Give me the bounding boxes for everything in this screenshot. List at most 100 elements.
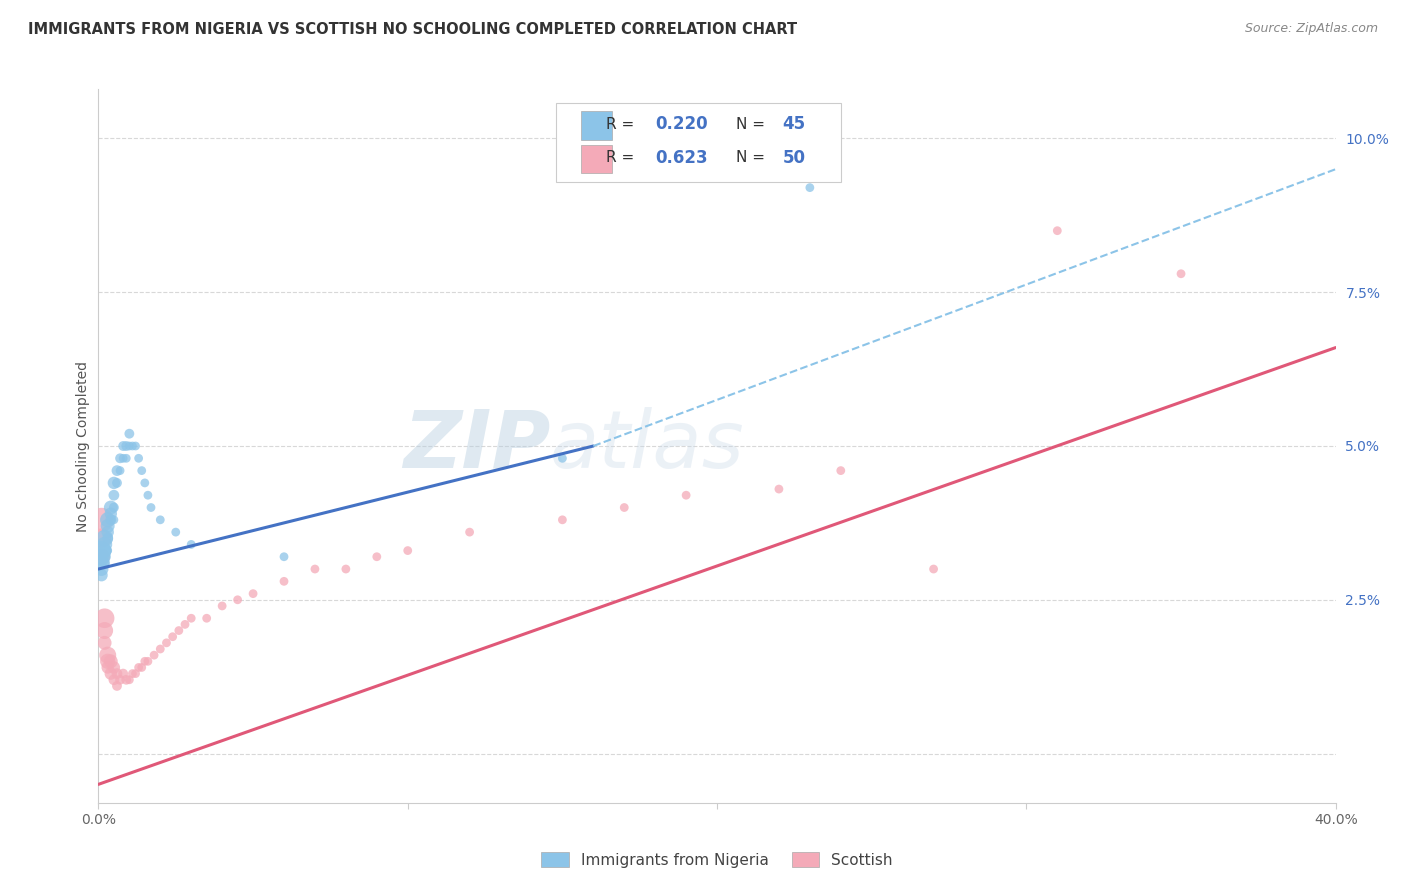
Point: [103, 475, 125, 490]
Point: [103, 513, 125, 527]
Point: [90, 543, 112, 558]
FancyBboxPatch shape: [557, 103, 841, 182]
Point: [93, 624, 115, 638]
Point: [118, 439, 141, 453]
Point: [134, 654, 156, 668]
Point: [675, 488, 697, 502]
Point: [124, 666, 146, 681]
Point: [115, 439, 138, 453]
Point: [108, 673, 131, 687]
Point: [273, 549, 295, 564]
Point: [97, 519, 120, 533]
Point: [112, 666, 135, 681]
Text: N =: N =: [735, 150, 769, 165]
Point: [100, 666, 122, 681]
Point: [134, 475, 156, 490]
Point: [768, 482, 790, 496]
Text: R =: R =: [606, 117, 638, 132]
Point: [242, 587, 264, 601]
Point: [551, 513, 574, 527]
Point: [118, 426, 141, 441]
Point: [211, 599, 233, 613]
Point: [90, 513, 112, 527]
Point: [143, 648, 166, 662]
Point: [115, 451, 138, 466]
Point: [100, 507, 122, 521]
Point: [458, 525, 481, 540]
Point: [131, 464, 153, 478]
Point: [103, 673, 125, 687]
Point: [396, 543, 419, 558]
Point: [90, 549, 112, 564]
Point: [115, 673, 138, 687]
Point: [304, 562, 326, 576]
Point: [174, 617, 197, 632]
Point: [149, 642, 172, 657]
Point: [335, 562, 357, 576]
Point: [97, 654, 120, 668]
Point: [167, 624, 190, 638]
Point: [180, 537, 202, 551]
Point: [149, 513, 172, 527]
Point: [90, 556, 112, 570]
Point: [551, 451, 574, 466]
Point: [93, 531, 115, 545]
Point: [105, 666, 128, 681]
Point: [97, 525, 120, 540]
Point: [799, 180, 821, 194]
Bar: [581, 145, 612, 173]
Point: [100, 513, 122, 527]
Point: [93, 556, 115, 570]
Point: [97, 543, 120, 558]
Point: [93, 543, 115, 558]
Point: [97, 531, 120, 545]
Point: [139, 500, 162, 515]
Point: [93, 537, 115, 551]
Point: [162, 630, 184, 644]
Point: [100, 654, 122, 668]
Point: [108, 464, 131, 478]
Point: [121, 439, 143, 453]
Point: [90, 531, 112, 545]
Point: [830, 464, 852, 478]
Point: [112, 439, 135, 453]
Point: [128, 660, 150, 674]
Point: [136, 654, 159, 668]
Point: [128, 451, 150, 466]
Point: [273, 574, 295, 589]
Point: [165, 525, 187, 540]
Point: [105, 679, 128, 693]
Point: [1046, 224, 1069, 238]
Point: [90, 549, 112, 564]
Text: N =: N =: [735, 117, 769, 132]
Point: [97, 660, 120, 674]
Point: [155, 636, 177, 650]
Point: [366, 549, 388, 564]
Point: [105, 464, 128, 478]
Point: [136, 488, 159, 502]
Point: [108, 451, 131, 466]
Point: [93, 636, 115, 650]
Text: R =: R =: [606, 150, 638, 165]
Point: [124, 439, 146, 453]
Text: ZIP: ZIP: [402, 407, 550, 485]
Legend: Immigrants from Nigeria, Scottish: Immigrants from Nigeria, Scottish: [536, 846, 898, 873]
Point: [100, 500, 122, 515]
Text: atlas: atlas: [550, 407, 745, 485]
Point: [1170, 267, 1192, 281]
Point: [103, 500, 125, 515]
Point: [121, 666, 143, 681]
Text: 0.220: 0.220: [655, 115, 707, 133]
Point: [90, 568, 112, 582]
Bar: [581, 112, 612, 140]
Point: [97, 648, 120, 662]
Point: [922, 562, 945, 576]
Point: [112, 451, 135, 466]
Text: IMMIGRANTS FROM NIGERIA VS SCOTTISH NO SCHOOLING COMPLETED CORRELATION CHART: IMMIGRANTS FROM NIGERIA VS SCOTTISH NO S…: [28, 22, 797, 37]
Point: [180, 611, 202, 625]
Point: [103, 488, 125, 502]
Point: [131, 660, 153, 674]
Y-axis label: No Schooling Completed: No Schooling Completed: [76, 360, 90, 532]
Point: [105, 475, 128, 490]
Point: [226, 592, 249, 607]
